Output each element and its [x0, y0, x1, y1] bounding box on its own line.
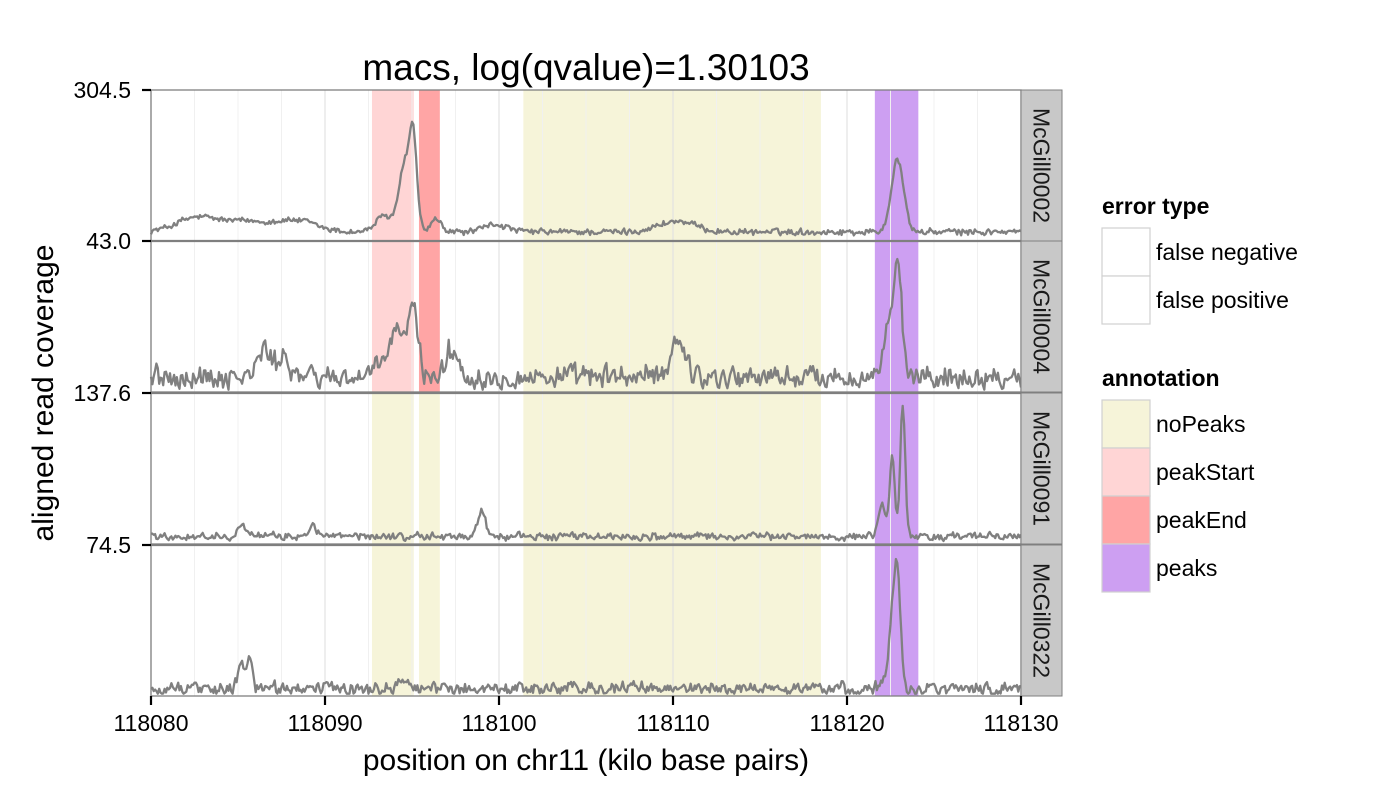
legend-item-label: noPeaks — [1156, 411, 1246, 437]
panel-McGill0091: McGill0091 — [150, 392, 1063, 545]
panel-McGill0002: McGill0002 — [149, 89, 1063, 242]
strip-background — [1020, 89, 1063, 242]
annotation-region-peakStart — [371, 241, 414, 392]
y-tick-label: 74.5 — [86, 532, 131, 558]
legend-annotation: annotation noPeaks peakStart peakEnd peaks — [1101, 365, 1255, 593]
annotation-region-noPeaks — [371, 393, 414, 544]
panel-McGill0004: McGill0004 — [149, 240, 1063, 393]
y-axis: 304.5 43.0 137.6 74.5 — [73, 77, 151, 558]
x-tick-label: 118130 — [983, 710, 1058, 736]
coverage-line-McGill0091 — [150, 404, 1023, 543]
legend-key — [1101, 543, 1151, 593]
coverage-line-McGill0004 — [149, 257, 1023, 391]
legend-key — [1101, 227, 1151, 277]
legend-key — [1101, 447, 1151, 497]
x-tick-label: 118100 — [461, 710, 536, 736]
annotation-region-noPeaks — [523, 393, 821, 544]
strip-background — [1020, 544, 1063, 697]
legend-item-label: peakStart — [1156, 459, 1255, 485]
legend-title: annotation — [1102, 365, 1220, 391]
x-axis: 118080 118090 118100 118110 118120 118130 — [113, 696, 1059, 736]
legend: error type false negative false positive an… — [1101, 193, 1298, 593]
legend-item-label: false positive — [1156, 287, 1289, 313]
annotation-region-peaks — [874, 545, 919, 696]
coverage-line-McGill0002 — [149, 120, 1022, 237]
strip-label: McGill0002 — [1029, 108, 1055, 223]
legend-error-type: error type false negative false positive — [1101, 193, 1298, 325]
strip-background — [1020, 240, 1063, 393]
legend-item-label: peaks — [1156, 555, 1217, 581]
annotation-region-noPeaks — [371, 545, 414, 696]
x-tick-label: 118080 — [113, 710, 188, 736]
panel-McGill0322: McGill0322 — [150, 544, 1063, 697]
strip-label: McGill0004 — [1029, 259, 1055, 374]
y-tick-label: 304.5 — [73, 77, 131, 103]
annotation-region-noPeaks — [418, 545, 440, 696]
y-tick-label: 137.6 — [73, 380, 131, 406]
annotation-region-peakEnd — [418, 90, 440, 241]
annotation-region-peaks — [874, 90, 919, 241]
annotation-region-peaks — [874, 393, 919, 544]
y-axis-label: aligned read coverage — [27, 245, 60, 542]
x-axis-label: position on chr11 (kilo base pairs) — [363, 744, 809, 777]
x-tick-label: 118120 — [809, 710, 884, 736]
x-tick-label: 118110 — [636, 710, 709, 736]
annotation-region-noPeaks — [418, 393, 440, 544]
y-tick-label: 43.0 — [86, 228, 131, 254]
strip-label: McGill0091 — [1029, 411, 1055, 526]
strip-background — [1020, 392, 1063, 545]
annotation-region-noPeaks — [523, 90, 821, 241]
legend-item-label: peakEnd — [1156, 507, 1247, 533]
strip-label: McGill0322 — [1029, 563, 1055, 678]
annotation-region-peakEnd — [418, 241, 440, 392]
legend-key — [1101, 495, 1151, 545]
legend-title: error type — [1102, 193, 1209, 219]
x-tick-label: 118090 — [287, 710, 362, 736]
chart-title: macs, log(qvalue)=1.30103 — [362, 47, 809, 88]
coverage-line-McGill0322 — [150, 557, 1022, 695]
legend-item-label: false negative — [1156, 239, 1298, 265]
legend-key — [1101, 399, 1151, 449]
chart-panels: McGill0002 McGill0004 McGill0091 McGill0322 — [149, 89, 1063, 697]
annotation-region-noPeaks — [523, 545, 821, 696]
legend-key — [1101, 275, 1151, 325]
